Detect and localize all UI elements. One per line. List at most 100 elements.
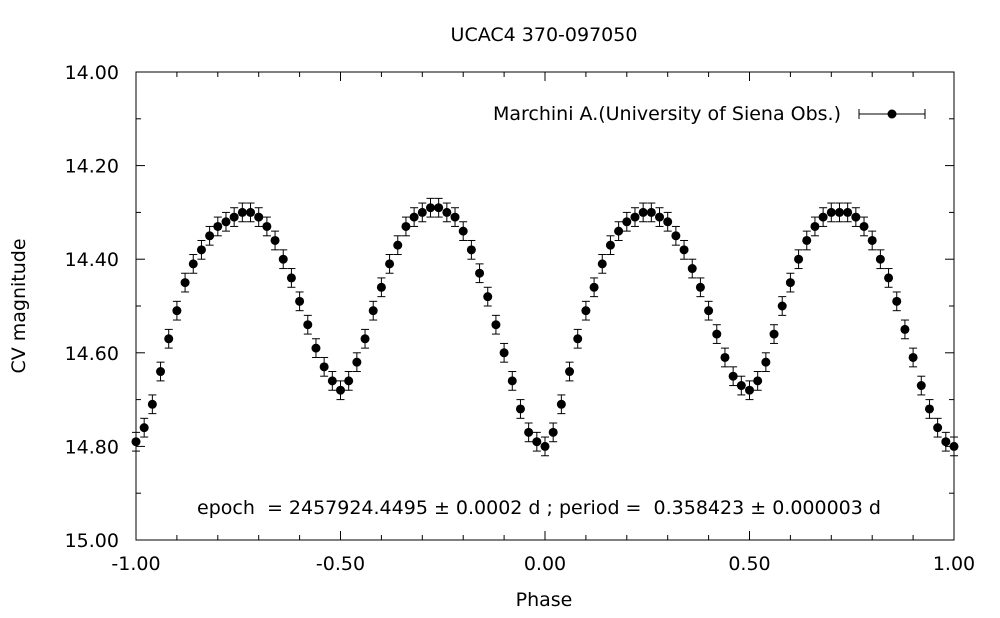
data-point (450, 207, 460, 227)
x-tick-label-0: -1.00 (111, 553, 160, 575)
marker (581, 306, 591, 316)
data-point (188, 254, 198, 274)
marker (589, 282, 599, 292)
data-point (491, 314, 501, 335)
data-point (638, 202, 648, 223)
marker (475, 268, 485, 278)
data-point (401, 216, 411, 237)
marker (434, 203, 444, 213)
data-point (556, 394, 566, 415)
data-point (540, 436, 550, 457)
marker (458, 226, 468, 236)
data-point (532, 431, 542, 452)
x-tick-label-2: 0.00 (524, 553, 566, 575)
data-point (262, 216, 272, 237)
data-point (458, 221, 468, 241)
marker (687, 264, 697, 274)
data-point (818, 207, 828, 227)
marker (573, 334, 583, 344)
x-tick-label-4: 1.00 (933, 553, 975, 575)
data-point (409, 207, 419, 227)
data-point (213, 216, 223, 237)
marker (810, 221, 820, 231)
marker (859, 221, 869, 231)
marker (442, 207, 452, 217)
data-point (933, 417, 943, 438)
marker (262, 221, 272, 231)
marker (818, 212, 828, 222)
data-point (221, 211, 231, 232)
legend: Marchini A.(University of Siena Obs.) (493, 103, 926, 125)
marker (834, 207, 844, 217)
data-point (295, 291, 305, 312)
data-point (834, 202, 844, 223)
marker (597, 259, 607, 269)
data-point (327, 371, 337, 391)
marker (540, 441, 550, 451)
data-point (475, 263, 485, 284)
plot-frame (135, 71, 955, 541)
marker (695, 282, 705, 292)
data-point (949, 436, 959, 457)
data-point (270, 230, 280, 251)
marker (712, 329, 722, 339)
marker (213, 221, 223, 231)
marker (139, 423, 149, 433)
data-point (704, 300, 714, 321)
marker (745, 385, 754, 395)
marker (352, 357, 362, 367)
data-point (466, 239, 476, 260)
x-tick-label-3: 0.50 (728, 553, 770, 575)
data-point (499, 342, 509, 363)
data-point (924, 399, 934, 419)
data-point (761, 352, 771, 373)
legend-label: Marchini A.(University of Siena Obs.) (493, 103, 841, 125)
data-point (753, 371, 763, 391)
legend-marker (887, 109, 897, 119)
data-point (589, 277, 599, 298)
y-tick-label-0: 14.00 (65, 62, 119, 84)
marker (196, 245, 206, 255)
marker (450, 212, 460, 222)
marker (605, 240, 615, 250)
marker (663, 217, 673, 227)
marker (401, 221, 411, 231)
data-point (393, 235, 403, 256)
data-point (884, 268, 894, 288)
marker (180, 278, 190, 288)
marker (515, 404, 525, 414)
marker (172, 306, 182, 316)
marker (630, 212, 640, 222)
data-point (843, 202, 853, 223)
data-point (385, 254, 395, 274)
y-axis-label: CV magnitude (8, 238, 30, 373)
data-point (172, 300, 182, 321)
marker (892, 296, 902, 306)
marker (565, 367, 575, 377)
data-point (286, 268, 296, 288)
data-point (867, 230, 877, 251)
y-tick-label-4: 14.80 (65, 436, 119, 458)
data-point (131, 431, 141, 452)
marker (376, 282, 386, 292)
marker (924, 404, 934, 414)
marker (336, 385, 345, 395)
marker (221, 217, 231, 227)
data-point (908, 347, 918, 368)
marker (229, 212, 239, 222)
y-tick-label-5: 15.00 (65, 530, 119, 552)
data-point (900, 319, 910, 340)
data-point (646, 202, 656, 223)
chart-title: UCAC4 370-097050 (451, 24, 638, 46)
data-point (745, 380, 754, 401)
data-point (720, 347, 730, 368)
marker (147, 399, 157, 409)
marker (205, 231, 215, 241)
marker (785, 278, 795, 288)
data-point (336, 380, 345, 401)
data-point (622, 211, 632, 232)
data-point (311, 338, 321, 358)
marker (794, 254, 804, 264)
marker (646, 207, 656, 217)
